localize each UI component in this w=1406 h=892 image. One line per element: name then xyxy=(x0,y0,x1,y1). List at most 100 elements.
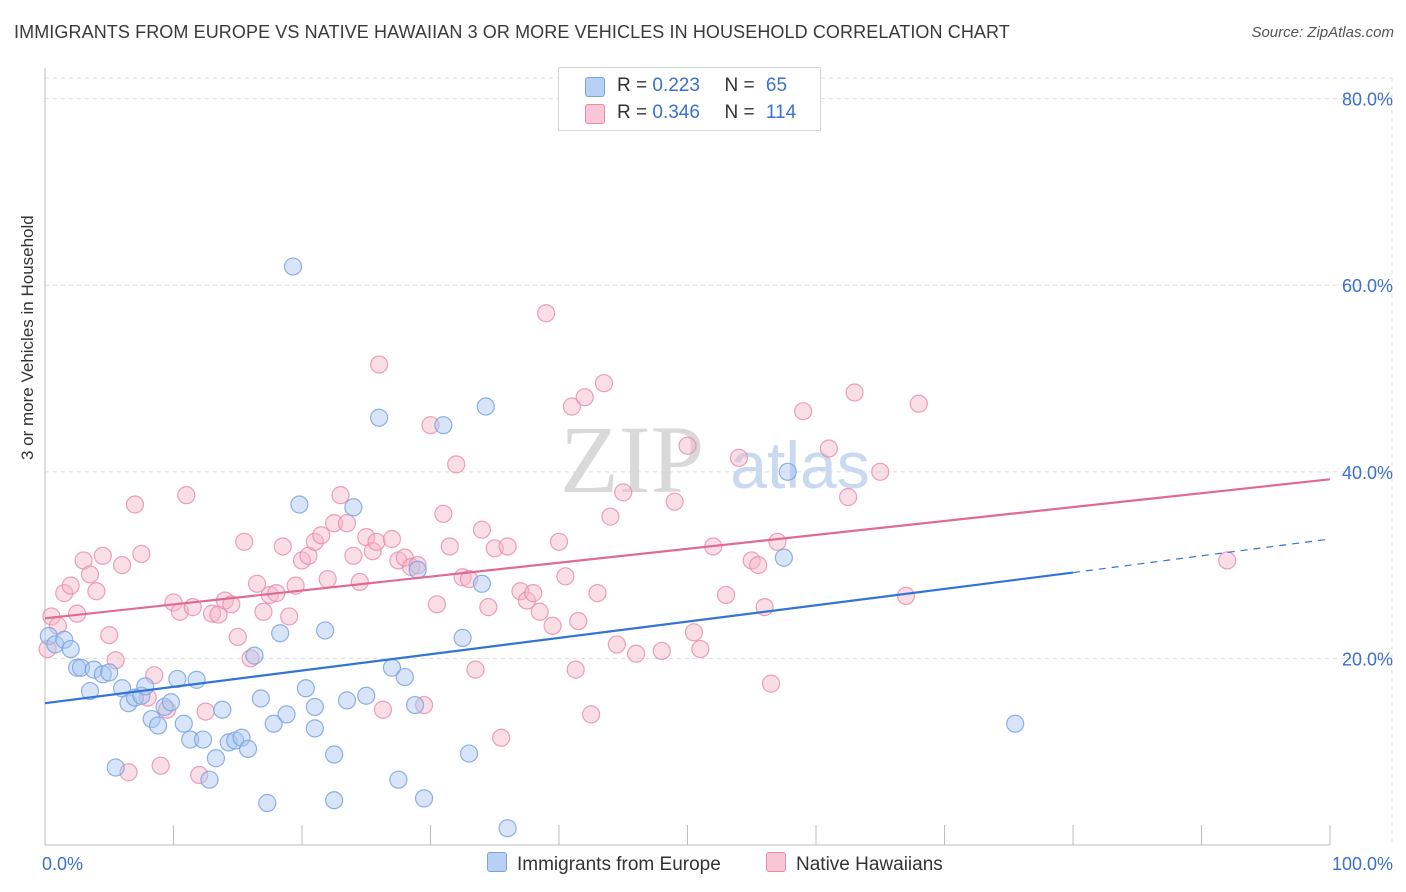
point-europe-42 xyxy=(305,719,324,738)
point-hawaiian-42 xyxy=(305,532,324,551)
point-hawaiian-30 xyxy=(228,627,247,647)
point-hawaiian-51 xyxy=(363,542,382,561)
point-hawaiian-112 xyxy=(909,394,928,413)
point-europe-35 xyxy=(264,714,283,733)
point-europe-49 xyxy=(370,408,389,427)
point-europe-54 xyxy=(408,560,427,579)
point-hawaiian-88 xyxy=(594,374,614,393)
point-hawaiian-24 xyxy=(190,765,209,785)
point-hawaiian-92 xyxy=(626,644,646,663)
point-hawaiian-3 xyxy=(55,584,74,603)
point-europe-53 xyxy=(405,695,425,715)
point-europe-30 xyxy=(232,728,251,747)
point-hawaiian-110 xyxy=(871,462,890,481)
point-hawaiian-77 xyxy=(530,602,549,621)
point-hawaiian-53 xyxy=(370,355,389,374)
point-europe-51 xyxy=(389,770,408,789)
legend-n-label-europe: N = xyxy=(724,75,755,96)
point-hawaiian-95 xyxy=(678,436,697,455)
point-europe-7 xyxy=(84,660,103,679)
point-europe-48 xyxy=(357,686,376,705)
point-hawaiian-4 xyxy=(61,576,80,595)
y-tick-label-80: 80.0% xyxy=(1342,90,1393,110)
point-hawaiian-43 xyxy=(312,526,331,545)
point-europe-22 xyxy=(181,730,200,749)
point-europe-2 xyxy=(55,630,74,649)
point-europe-33 xyxy=(251,689,270,708)
y-tick-label-40: 40.0% xyxy=(1342,463,1393,483)
point-europe-41 xyxy=(305,697,324,717)
point-hawaiian-31 xyxy=(235,532,254,551)
point-hawaiian-10 xyxy=(100,625,119,645)
point-europe-26 xyxy=(206,749,226,768)
trend-lines xyxy=(44,478,1331,705)
point-europe-19 xyxy=(161,693,181,712)
point-europe-40 xyxy=(296,679,315,698)
point-hawaiian-14 xyxy=(125,495,145,514)
point-hawaiian-97 xyxy=(691,639,710,659)
point-hawaiian-69 xyxy=(472,520,491,539)
point-hawaiian-91 xyxy=(614,483,633,502)
point-hawaiian-63 xyxy=(434,504,453,523)
point-hawaiian-22 xyxy=(177,486,196,505)
point-hawaiian-102 xyxy=(749,556,768,575)
bottom-legend-label-hawaiian: Native Hawaiians xyxy=(796,854,943,875)
legend-swatch-hawaiian xyxy=(585,104,605,124)
point-europe-6 xyxy=(80,681,100,701)
point-hawaiian-82 xyxy=(562,397,581,416)
point-hawaiian-52 xyxy=(367,532,386,551)
point-europe-38 xyxy=(283,257,303,276)
point-hawaiian-96 xyxy=(684,623,704,642)
point-europe-44 xyxy=(325,745,344,764)
point-hawaiian-84 xyxy=(569,611,588,631)
trend-line-hawaiian xyxy=(44,478,1331,620)
point-europe-21 xyxy=(174,714,193,733)
bottom-legend-swatch-europe xyxy=(487,852,507,872)
point-europe-25 xyxy=(200,770,219,789)
point-hawaiian-94 xyxy=(665,492,684,511)
point-europe-55 xyxy=(414,789,434,808)
point-europe-24 xyxy=(193,730,213,749)
point-hawaiian-65 xyxy=(447,455,466,474)
point-hawaiian-72 xyxy=(492,728,511,747)
point-hawaiian-37 xyxy=(273,537,292,556)
trend-line-europe xyxy=(44,571,1074,705)
point-europe-52 xyxy=(395,667,414,687)
bottom-legend-europe: Immigrants from Europe xyxy=(487,852,721,876)
point-hawaiian-59 xyxy=(408,556,427,575)
y-axis-label: 3 or more Vehicles in Household xyxy=(18,215,37,460)
legend-r-value-europe: 0.223 xyxy=(652,75,700,96)
point-hawaiian-46 xyxy=(331,486,350,505)
point-europe-3 xyxy=(61,639,80,659)
point-hawaiian-47 xyxy=(337,514,357,533)
point-hawaiian-83 xyxy=(566,660,585,679)
legend-r-label-hawaiian: R = xyxy=(617,102,648,123)
point-hawaiian-93 xyxy=(652,641,671,661)
point-europe-23 xyxy=(187,670,206,689)
point-hawaiian-70 xyxy=(479,598,498,617)
point-hawaiian-78 xyxy=(537,304,556,323)
point-europe-36 xyxy=(271,624,290,643)
point-hawaiian-113 xyxy=(1218,551,1237,570)
point-hawaiian-62 xyxy=(427,595,447,614)
point-hawaiian-108 xyxy=(839,487,858,507)
point-hawaiian-7 xyxy=(80,565,100,584)
point-europe-58 xyxy=(459,744,479,763)
point-hawaiian-105 xyxy=(768,532,787,551)
point-hawaiian-106 xyxy=(794,402,813,421)
point-europe-47 xyxy=(344,498,363,517)
point-hawaiian-38 xyxy=(280,607,299,626)
point-europe-59 xyxy=(472,574,491,593)
point-europe-10 xyxy=(106,758,125,777)
point-hawaiian-44 xyxy=(318,570,337,589)
axes xyxy=(44,68,1331,846)
point-hawaiian-18 xyxy=(151,756,170,775)
point-europe-27 xyxy=(213,700,232,719)
point-hawaiian-111 xyxy=(896,586,916,606)
point-hawaiian-25 xyxy=(196,702,215,721)
legend-n-label-hawaiian: N = xyxy=(724,102,755,123)
point-hawaiian-34 xyxy=(254,602,273,621)
legend: R = 0.223 N = 65 R = 0.346 N = 114 xyxy=(558,67,821,131)
point-hawaiian-109 xyxy=(845,383,864,402)
point-hawaiian-86 xyxy=(582,705,601,724)
